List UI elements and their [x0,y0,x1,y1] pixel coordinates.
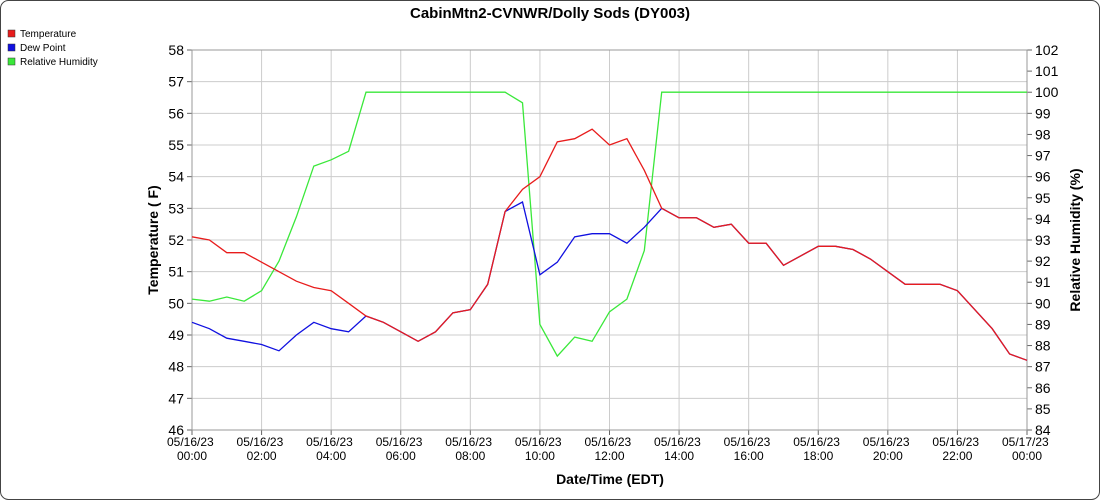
x-tick-label: 05/16/23 12:00 [584,435,634,463]
legend-swatch [7,57,16,66]
y2-tick-label: 101 [1035,63,1059,79]
x-tick-label: 05/16/23 02:00 [237,435,287,463]
y-tick-label: 57 [168,74,184,90]
y2-tick-label: 85 [1035,401,1051,417]
y-tick-label: 56 [168,105,184,121]
legend-swatch [7,43,16,52]
legend-label: Relative Humidity [20,57,98,68]
legend-label: Temperature [20,29,77,40]
legend-swatch [7,29,16,38]
series-line [191,91,1027,358]
x-tick-label: 05/16/23 22:00 [932,435,982,463]
x-tick-label: 05/17/23 00:00 [1002,435,1052,463]
y-tick-label: 51 [168,264,184,280]
chart-title: CabinMtn2-CVNWR/Dolly Sods (DY003) [410,5,690,22]
legend-label: Dew Point [20,43,66,54]
x-tick-label: 05/16/23 04:00 [306,435,356,463]
y-tick-label: 53 [168,200,184,216]
plot-border [191,49,1028,431]
y2-tick-label: 87 [1035,359,1051,375]
y-tick-label: 52 [168,232,184,248]
y2-tick-label: 95 [1035,190,1051,206]
x-tick-label: 05/16/23 18:00 [793,435,843,463]
y2-tick-label: 88 [1035,338,1051,354]
y-tick-label: 50 [168,295,184,311]
x-tick-label: 05/16/23 08:00 [445,435,495,463]
y2-tick-label: 98 [1035,126,1051,142]
y2-tick-label: 97 [1035,148,1051,164]
x-tick-label: 05/16/23 20:00 [863,435,913,463]
x-tick-label: 05/16/23 14:00 [654,435,704,463]
y2-tick-label: 102 [1035,42,1059,58]
y-tick-label: 58 [168,42,184,58]
y-tick-label: 46 [168,422,184,438]
y-tick-label: 54 [168,169,184,185]
y2-tick-label: 91 [1035,274,1051,290]
y-tick-label: 48 [168,359,184,375]
x-tick-label: 05/16/23 10:00 [515,435,565,463]
y2-tick-label: 99 [1035,105,1051,121]
y2-tick-label: 90 [1035,295,1051,311]
y-axis-title: Temperature ( F) [145,185,161,294]
x-tick-label: 05/16/23 00:00 [167,435,217,463]
y2-axis-title: Relative Humidity (%) [1067,168,1083,311]
y-tick-label: 49 [168,327,184,343]
x-tick-label: 05/16/23 16:00 [724,435,774,463]
y2-tick-label: 92 [1035,253,1051,269]
y-tick-label: 55 [168,137,184,153]
y-tick-label: 47 [168,390,184,406]
y2-tick-label: 94 [1035,211,1051,227]
y2-tick-label: 100 [1035,84,1059,100]
y2-tick-label: 96 [1035,169,1051,185]
y2-tick-label: 86 [1035,380,1051,396]
y2-tick-label: 84 [1035,422,1051,438]
x-tick-label: 05/16/23 06:00 [376,435,426,463]
y2-tick-label: 93 [1035,232,1051,248]
series-line [191,128,1028,361]
x-axis-title: Date/Time (EDT) [556,471,664,487]
y2-tick-label: 89 [1035,316,1051,332]
